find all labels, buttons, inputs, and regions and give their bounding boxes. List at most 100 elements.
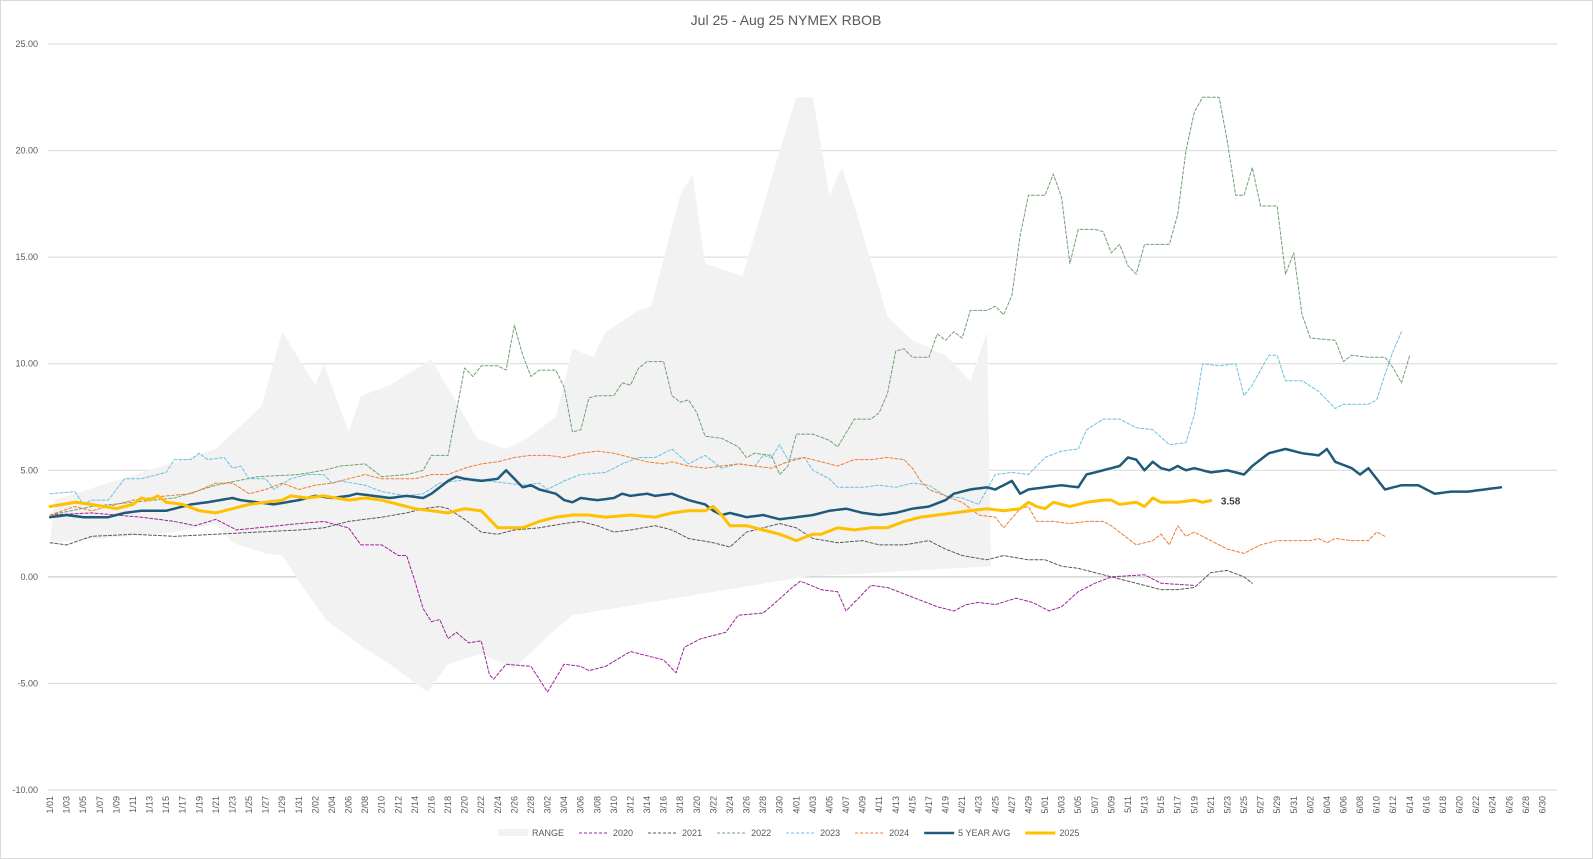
- x-tick-label: 1/17: [178, 796, 188, 814]
- x-tick-label: 5/23: [1222, 796, 1232, 814]
- y-tick-label: -5.00: [17, 678, 38, 688]
- x-tick-label: 3/04: [559, 796, 569, 814]
- x-tick-label: 1/11: [128, 796, 138, 813]
- legend-item-2022: 2022: [717, 828, 771, 838]
- x-tick-label: 4/01: [791, 796, 801, 814]
- x-tick-label: 6/08: [1355, 796, 1365, 814]
- x-tick-label: 6/18: [1438, 796, 1448, 814]
- series-line-2021: [49, 506, 1253, 591]
- chart-title: Jul 25 - Aug 25 NYMEX RBOB: [691, 12, 882, 28]
- x-tick-label: 6/30: [1537, 796, 1547, 814]
- x-tick-label: 6/20: [1455, 796, 1465, 814]
- x-tick-label: 1/27: [261, 796, 271, 814]
- x-tick-label: 5/31: [1289, 796, 1299, 814]
- x-tick-label: 6/12: [1388, 796, 1398, 814]
- x-tick-label: 3/16: [659, 796, 669, 814]
- legend-item-2023: 2023: [786, 828, 840, 838]
- x-tick-label: 1/13: [145, 796, 155, 814]
- x-tick-label: 3/22: [708, 796, 718, 814]
- x-tick-label: 3/14: [642, 796, 652, 814]
- x-tick-label: 3/30: [775, 796, 785, 814]
- series-range-area: [50, 97, 992, 693]
- y-tick-label: -10.00: [12, 785, 38, 795]
- last-value-label: 3.58: [1221, 497, 1241, 508]
- x-tick-label: 2/10: [377, 796, 387, 814]
- x-tick-label: 6/10: [1372, 796, 1382, 814]
- y-tick-label: 0.00: [20, 572, 38, 582]
- x-tick-label: 2/22: [476, 796, 486, 814]
- x-tick-label: 4/25: [990, 796, 1000, 814]
- x-tick-label: 5/25: [1239, 796, 1249, 814]
- x-tick-label: 4/17: [924, 796, 934, 814]
- legend-label: 2025: [1059, 828, 1079, 838]
- legend-item-5-year-avg: 5 YEAR AVG: [924, 828, 1010, 838]
- legend-label: 2021: [682, 828, 702, 838]
- x-tick-label: 1/15: [161, 796, 171, 814]
- legend-label: 2020: [613, 828, 633, 838]
- y-tick-label: 25.00: [15, 39, 38, 49]
- series-line-2025: [48, 494, 1213, 543]
- x-axis-ticks: 1/01 1/03 1/05 1/07 1/09 1/11 1/13 1/15 1/17 1/19…: [45, 796, 1547, 814]
- x-tick-label: 5/13: [1140, 796, 1150, 814]
- x-tick-label: 3/24: [725, 796, 735, 814]
- x-tick-label: 1/05: [78, 796, 88, 814]
- x-tick-label: 6/04: [1322, 796, 1332, 814]
- y-tick-label: 5.00: [20, 465, 38, 475]
- range-layer: [50, 97, 992, 693]
- x-tick-label: 4/09: [858, 796, 868, 814]
- x-tick-label: 4/05: [824, 796, 834, 814]
- legend-label: 2023: [820, 828, 840, 838]
- y-tick-label: 15.00: [15, 252, 38, 262]
- x-tick-label: 5/21: [1206, 796, 1216, 814]
- x-tick-label: 6/26: [1504, 796, 1514, 814]
- x-tick-label: 4/23: [974, 796, 984, 814]
- x-tick-label: 5/03: [1057, 796, 1067, 814]
- annotation-layer: 3.58: [1221, 497, 1241, 508]
- x-tick-label: 3/02: [543, 796, 553, 814]
- legend: RANGE 2020 2021 2022 2023 2024 5 YEAR AVG 2025: [498, 828, 1079, 838]
- x-tick-label: 1/03: [62, 796, 72, 814]
- series-line-2022: [49, 96, 1411, 516]
- x-tick-label: 6/02: [1305, 796, 1315, 814]
- x-tick-label: 6/14: [1405, 796, 1415, 814]
- x-tick-label: 2/02: [310, 796, 320, 814]
- legend-label: RANGE: [532, 828, 564, 838]
- lines-layer: [48, 96, 1503, 693]
- x-tick-label: 5/09: [1106, 796, 1116, 814]
- x-tick-label: 5/27: [1256, 796, 1266, 814]
- x-tick-label: 1/23: [227, 796, 237, 814]
- legend-item-2024: 2024: [855, 828, 909, 838]
- x-tick-label: 3/08: [592, 796, 602, 814]
- x-tick-label: 4/21: [957, 796, 967, 814]
- legend-label: 2022: [751, 828, 771, 838]
- legend-item-2020: 2020: [579, 828, 633, 838]
- x-tick-label: 4/11: [874, 796, 884, 813]
- x-tick-label: 2/16: [426, 796, 436, 814]
- x-tick-label: 6/06: [1339, 796, 1349, 814]
- x-tick-label: 2/06: [344, 796, 354, 814]
- x-tick-label: 4/29: [1023, 796, 1033, 814]
- x-tick-label: 1/31: [294, 796, 304, 814]
- x-tick-label: 5/07: [1090, 796, 1100, 814]
- x-tick-label: 2/14: [410, 796, 420, 814]
- x-tick-label: 2/28: [526, 796, 536, 814]
- x-tick-label: 2/24: [493, 796, 503, 814]
- legend-label: 2024: [889, 828, 909, 838]
- x-tick-label: 4/27: [1007, 796, 1017, 814]
- x-tick-label: 2/26: [509, 796, 519, 814]
- x-tick-label: 6/28: [1521, 796, 1531, 814]
- x-tick-label: 3/28: [758, 796, 768, 814]
- legend-item-2021: 2021: [648, 828, 702, 838]
- series-line-2020: [49, 512, 1195, 693]
- legend-label: 5 YEAR AVG: [958, 828, 1010, 838]
- series-line-2023: [49, 331, 1402, 505]
- x-tick-label: 3/10: [609, 796, 619, 814]
- x-tick-label: 5/17: [1173, 796, 1183, 814]
- x-tick-label: 3/26: [742, 796, 752, 814]
- x-tick-label: 6/22: [1471, 796, 1481, 814]
- x-tick-label: 5/01: [1040, 796, 1050, 814]
- x-tick-label: 4/13: [891, 796, 901, 814]
- x-tick-label: 2/12: [393, 796, 403, 814]
